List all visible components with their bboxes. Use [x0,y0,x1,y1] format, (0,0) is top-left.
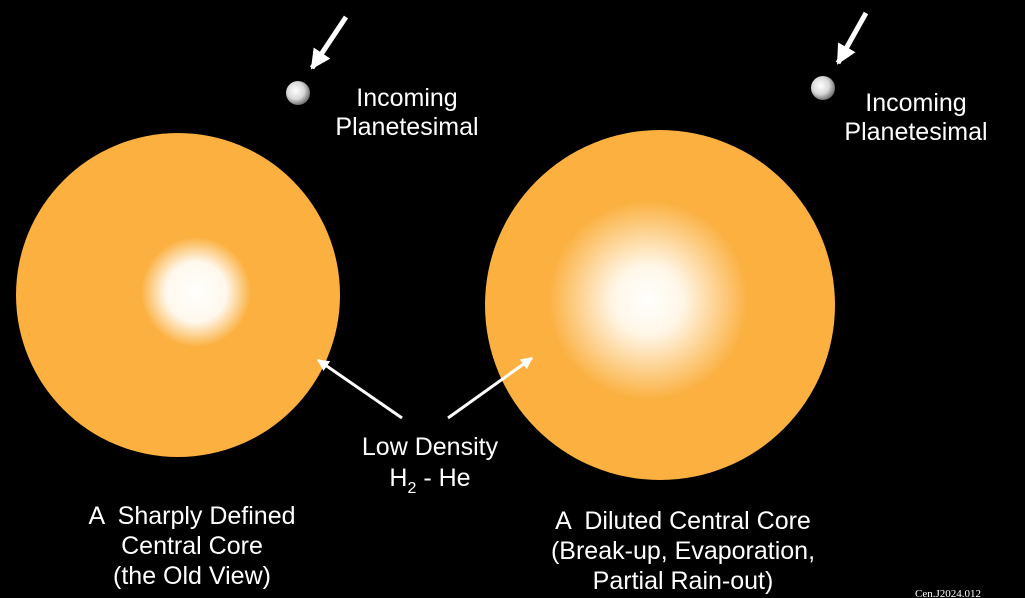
credit: Cen.J2024.012 [915,588,981,598]
caption: (the Old View) [113,562,271,590]
label: Planetesimal [844,118,987,146]
planetesimal [811,76,835,100]
core [548,200,748,400]
core [141,237,251,347]
label: - He [416,464,470,492]
subscript: 2 [407,480,416,497]
caption: (Break-up, Evaporation, [551,537,815,565]
label: H [389,464,407,492]
planetesimal [286,81,310,105]
caption: Central Core [121,532,263,560]
label: Planetesimal [335,113,478,141]
diagram: Incoming Planetesimal Incoming Planetesi… [0,0,1025,598]
label: Incoming [865,89,966,117]
label: Low Density [362,433,499,461]
label: Incoming [356,84,457,112]
caption: A Sharply Defined [88,502,295,530]
caption: A Diluted Central Core [555,507,811,535]
caption: Partial Rain-out) [593,567,774,595]
